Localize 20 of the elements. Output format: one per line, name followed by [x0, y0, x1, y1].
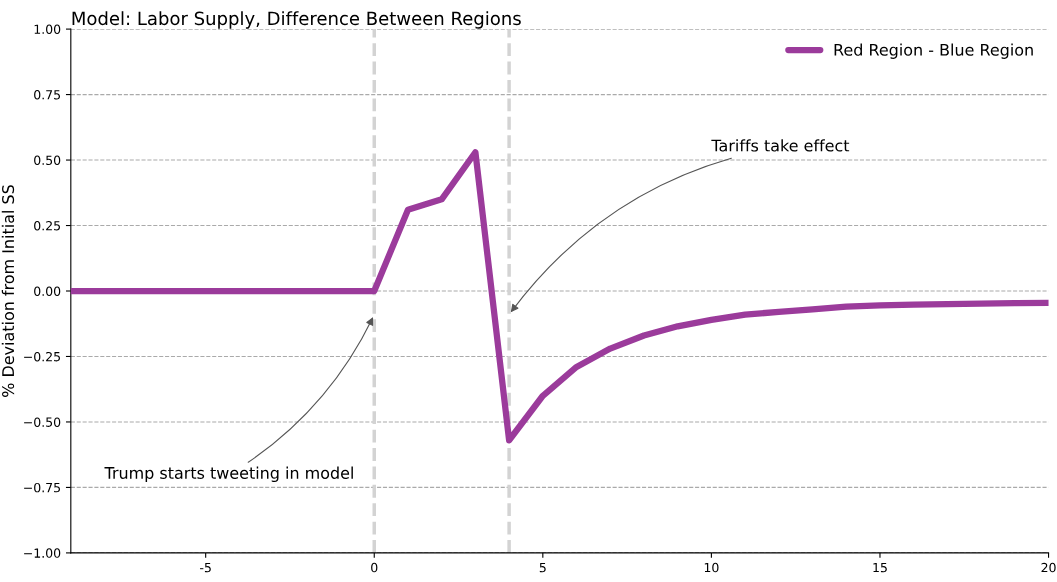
y-tick-label: 0.75 [34, 90, 61, 100]
y-tick-label: 1.00 [34, 24, 61, 35]
legend-label: Red Region - Blue Region [834, 43, 1033, 59]
y-tick-label: −0.25 [24, 351, 60, 362]
y-tick-label: 0.25 [34, 221, 61, 231]
x-tick-label: 15 [873, 563, 887, 573]
x-tick-label: -5 [200, 563, 211, 573]
y-axis-title: % Deviation from Initial SS [1, 185, 15, 397]
annotation: Tariffs take effect [711, 139, 850, 152]
y-tick-label: 0.00 [34, 286, 61, 296]
x-tick-label: 0 [371, 562, 378, 573]
y-tick-label: −0.50 [24, 417, 61, 427]
x-tick-label: 5 [539, 563, 546, 573]
y-tick-label: −1.00 [24, 548, 61, 558]
annotation: Trump starts tweeting in model [104, 466, 353, 483]
x-tick-label: 20 [1041, 562, 1056, 573]
x-tick-label: 10 [704, 562, 719, 573]
chart-title: Model: Labor Supply, Difference Between Regions [72, 11, 521, 29]
y-tick-label: −0.75 [24, 482, 60, 493]
y-tick-label: 0.50 [34, 155, 61, 165]
